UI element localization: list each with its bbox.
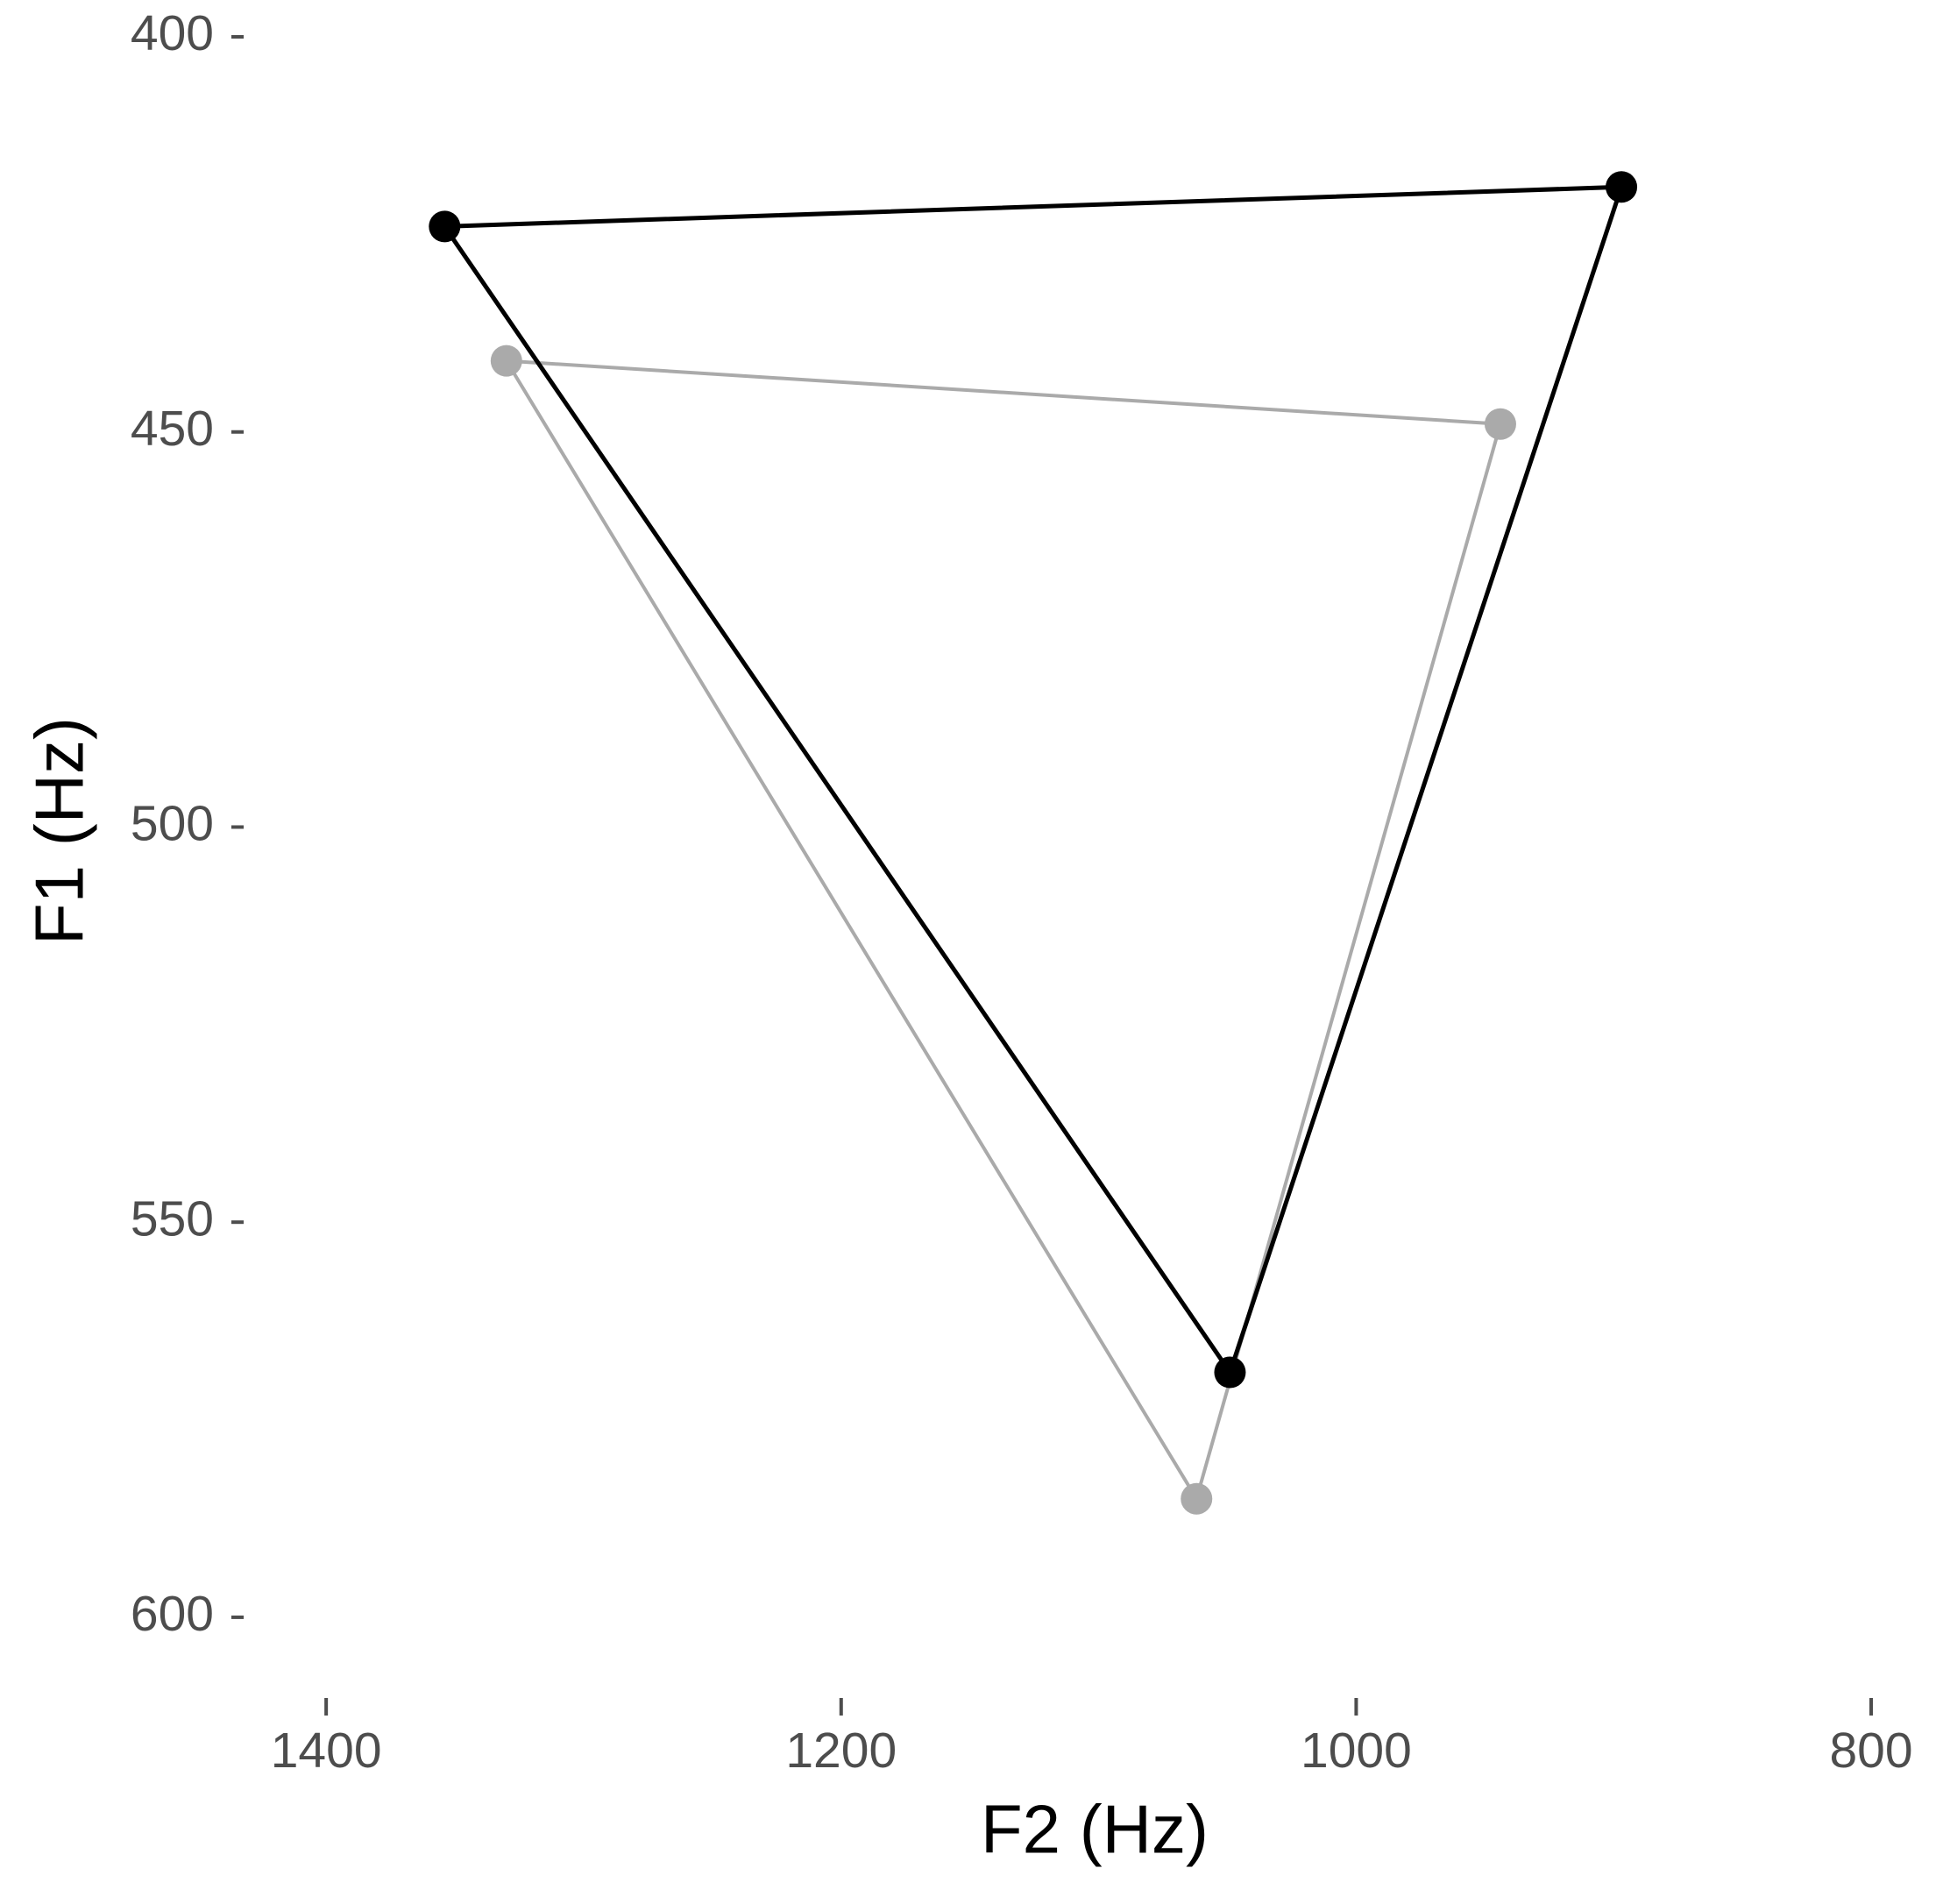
y-axis-title: F1 (Hz) <box>21 717 98 945</box>
x-tick-label: 800 <box>1829 1723 1912 1779</box>
y-tick-label: 600 <box>131 1586 214 1642</box>
y-tick-label: 450 <box>131 401 214 457</box>
vowel-point <box>1214 1356 1246 1389</box>
vowel-point <box>1606 171 1638 203</box>
x-axis-title: F2 (Hz) <box>981 1791 1209 1868</box>
vowel-point <box>490 345 522 377</box>
y-tick-label: 500 <box>131 796 214 852</box>
vowel-point <box>1181 1482 1213 1515</box>
vowel-point <box>429 210 461 243</box>
vowel-point <box>1484 408 1516 440</box>
y-tick-label: 400 <box>131 5 214 61</box>
y-tick-label: 550 <box>131 1190 214 1247</box>
x-tick-label: 1000 <box>1301 1723 1412 1779</box>
x-tick-label: 1400 <box>271 1723 382 1779</box>
vowel-triangle <box>440 184 1625 1378</box>
vowel-triangle <box>503 359 1503 1503</box>
x-tick-label: 1200 <box>785 1723 897 1779</box>
